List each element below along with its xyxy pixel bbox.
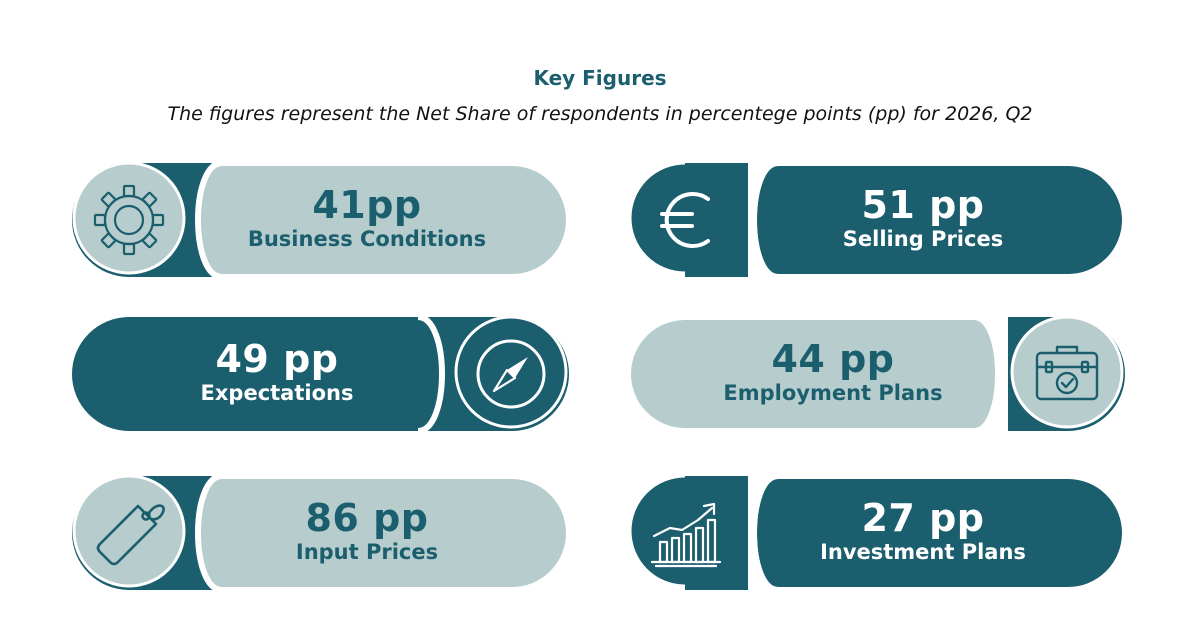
input-prices-label: Input Prices xyxy=(295,540,439,564)
investment-plans-label: Investment Plans xyxy=(820,540,1026,564)
page-subtitle: The figures represent the Net Share of r… xyxy=(167,103,1033,125)
card-background xyxy=(72,473,572,593)
card-background xyxy=(72,160,572,280)
growth-chart-icon xyxy=(642,490,728,576)
expectations-label: Expectations xyxy=(200,381,354,405)
price-tag-icon xyxy=(86,490,172,576)
card-selling-prices: 51 pp Selling Prices xyxy=(628,160,1128,280)
input-prices-value: 86 pp xyxy=(305,496,429,540)
card-background xyxy=(628,160,1128,280)
selling-prices-value: 51 pp xyxy=(861,183,985,227)
investment-plans-value: 27 pp xyxy=(861,496,985,540)
employment-plans-value: 44 pp xyxy=(771,337,895,381)
selling-prices-label: Selling Prices xyxy=(842,227,1004,251)
gear-icon xyxy=(86,177,172,263)
business-conditions-label: Business Conditions xyxy=(247,227,487,251)
card-employment-plans: 44 pp Employment Plans xyxy=(625,314,1125,434)
card-background xyxy=(628,473,1128,593)
card-background xyxy=(72,314,569,434)
euro-icon xyxy=(642,177,728,263)
briefcase-check-icon xyxy=(1024,331,1110,417)
card-expectations: 49 pp Expectations xyxy=(72,314,569,434)
card-input-prices: 86 pp Input Prices xyxy=(72,473,572,593)
expectations-value: 49 pp xyxy=(215,337,339,381)
employment-plans-label: Employment Plans xyxy=(723,381,943,405)
compass-icon xyxy=(468,331,554,417)
card-business-conditions: 41pp Business Conditions xyxy=(72,160,572,280)
business-conditions-value: 41pp xyxy=(312,183,422,227)
page-title: Key Figures xyxy=(533,66,667,90)
card-investment-plans: 27 pp Investment Plans xyxy=(628,473,1128,593)
